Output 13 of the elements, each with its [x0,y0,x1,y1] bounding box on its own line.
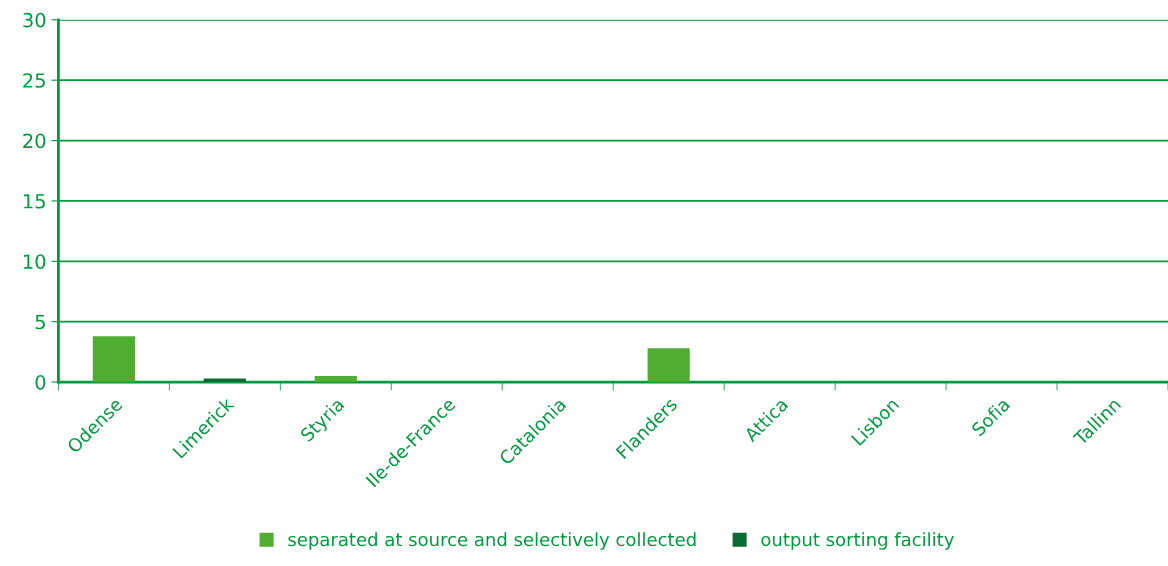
bar [92,336,135,383]
y-tick-label: 0 [35,375,46,390]
bar [203,378,246,383]
y-tick-label: 15 [23,194,45,209]
y-tick-label: 10 [23,254,46,269]
y-tick-label: 5 [35,314,45,330]
y-tick-label: 20 [23,133,46,149]
bar [314,376,357,383]
legend-label: separated at source and selectively collected [288,532,696,550]
bar [647,348,690,383]
y-tick-label: 30 [23,12,46,28]
y-tick-label: 25 [23,73,45,88]
legend-label: output sorting facility [761,532,954,550]
